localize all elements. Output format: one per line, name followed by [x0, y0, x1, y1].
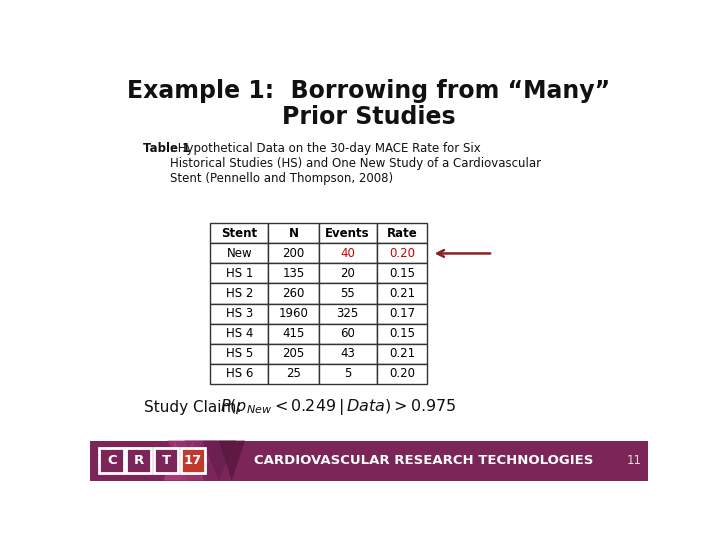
- Bar: [210, 363, 269, 383]
- Text: 1960: 1960: [279, 307, 308, 320]
- Polygon shape: [202, 441, 235, 481]
- Bar: [269, 222, 319, 244]
- Polygon shape: [168, 441, 202, 481]
- Text: Events: Events: [325, 227, 370, 240]
- Bar: [210, 323, 269, 343]
- Text: HS 5: HS 5: [225, 347, 253, 360]
- Bar: [377, 264, 427, 284]
- Bar: [210, 264, 269, 284]
- Text: 43: 43: [341, 347, 355, 360]
- Text: 11: 11: [627, 454, 642, 467]
- Text: C: C: [107, 454, 117, 467]
- Polygon shape: [219, 441, 245, 481]
- Text: 0.15: 0.15: [389, 267, 415, 280]
- Bar: [153, 448, 179, 473]
- Bar: [269, 284, 319, 303]
- Bar: [269, 303, 319, 323]
- Bar: [210, 244, 269, 264]
- Text: 0.20: 0.20: [389, 367, 415, 380]
- Bar: [99, 448, 124, 473]
- Text: 0.17: 0.17: [389, 307, 415, 320]
- Text: 260: 260: [282, 287, 305, 300]
- Bar: [377, 222, 427, 244]
- Bar: [269, 323, 319, 343]
- Text: Study Claim:: Study Claim:: [144, 400, 251, 415]
- Bar: [210, 303, 269, 323]
- Bar: [377, 363, 427, 383]
- Bar: [377, 343, 427, 363]
- Text: 55: 55: [341, 287, 355, 300]
- Bar: [210, 284, 269, 303]
- Bar: [319, 343, 377, 363]
- Polygon shape: [163, 441, 187, 481]
- Text: HS 1: HS 1: [225, 267, 253, 280]
- Text: Stent: Stent: [221, 227, 257, 240]
- Text: Table 1: Table 1: [143, 142, 190, 155]
- Bar: [319, 264, 377, 284]
- Polygon shape: [184, 441, 218, 481]
- Text: Prior Studies: Prior Studies: [282, 105, 456, 129]
- Text: 135: 135: [282, 267, 305, 280]
- Bar: [319, 303, 377, 323]
- Text: 17: 17: [184, 454, 202, 467]
- Text: CARDIOVASCULAR RESEARCH TECHNOLOGIES: CARDIOVASCULAR RESEARCH TECHNOLOGIES: [253, 454, 593, 467]
- Bar: [90, 441, 648, 481]
- Text: 25: 25: [286, 367, 301, 380]
- Text: R: R: [134, 454, 144, 467]
- Text: 0.20: 0.20: [389, 247, 415, 260]
- Text: Example 1:  Borrowing from “Many”: Example 1: Borrowing from “Many”: [127, 79, 611, 103]
- Text: 0.15: 0.15: [389, 327, 415, 340]
- Bar: [210, 222, 269, 244]
- Text: 205: 205: [282, 347, 305, 360]
- Text: 415: 415: [282, 327, 305, 340]
- Text: 325: 325: [336, 307, 359, 320]
- Text: $P(p_{\mathit{New}} < 0.249\,|\,\mathit{Data}) > 0.975$: $P(p_{\mathit{New}} < 0.249\,|\,\mathit{…: [220, 397, 456, 417]
- Bar: [319, 284, 377, 303]
- Text: T: T: [161, 454, 171, 467]
- Bar: [377, 284, 427, 303]
- Text: New: New: [226, 247, 252, 260]
- Bar: [319, 244, 377, 264]
- Text: 20: 20: [341, 267, 355, 280]
- Bar: [377, 323, 427, 343]
- Bar: [127, 448, 151, 473]
- Text: 60: 60: [341, 327, 355, 340]
- Bar: [319, 363, 377, 383]
- Text: 5: 5: [344, 367, 351, 380]
- Text: HS 3: HS 3: [225, 307, 253, 320]
- Bar: [181, 448, 205, 473]
- Text: N: N: [289, 227, 298, 240]
- Text: 0.21: 0.21: [389, 287, 415, 300]
- Polygon shape: [181, 441, 204, 481]
- Bar: [319, 323, 377, 343]
- Bar: [377, 303, 427, 323]
- Text: 0.21: 0.21: [389, 347, 415, 360]
- Text: : Hypothetical Data on the 30-day MACE Rate for Six
Historical Studies (HS) and : : Hypothetical Data on the 30-day MACE R…: [170, 142, 541, 185]
- Text: Rate: Rate: [387, 227, 418, 240]
- Bar: [269, 264, 319, 284]
- Text: HS 6: HS 6: [225, 367, 253, 380]
- Text: HS 2: HS 2: [225, 287, 253, 300]
- Bar: [269, 343, 319, 363]
- Bar: [269, 363, 319, 383]
- Bar: [319, 222, 377, 244]
- Text: 40: 40: [341, 247, 355, 260]
- Bar: [269, 244, 319, 264]
- Bar: [210, 343, 269, 363]
- Bar: [377, 244, 427, 264]
- Text: 200: 200: [282, 247, 305, 260]
- Text: HS 4: HS 4: [225, 327, 253, 340]
